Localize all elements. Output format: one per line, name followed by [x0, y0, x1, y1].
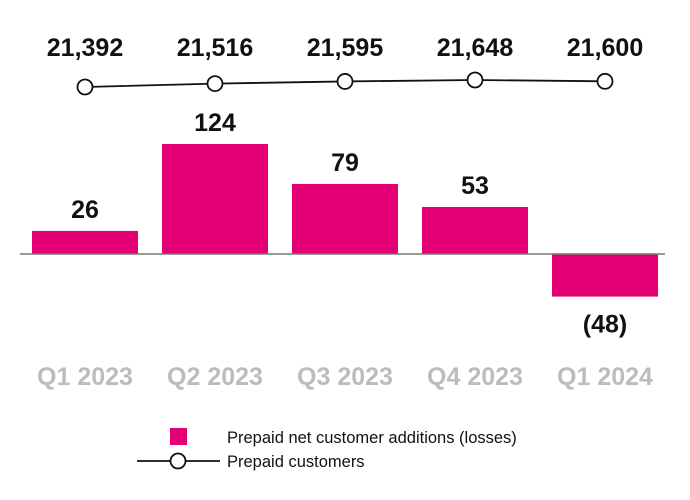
line-value-label-1: 21,516 [177, 34, 253, 62]
bar-value-label-3: 53 [461, 172, 489, 200]
bar-value-label-4: (48) [583, 311, 627, 339]
bar-value-label-2: 79 [331, 149, 359, 177]
line-value-label-2: 21,595 [307, 34, 384, 62]
bar-value-label-1: 124 [194, 109, 236, 137]
legend-line-label: Prepaid customers [227, 453, 365, 471]
bars-layer: 26 124 79 53 (48) [32, 109, 658, 339]
legend: Prepaid net customer additions (losses) … [137, 428, 517, 471]
bar-value-label-0: 26 [71, 196, 99, 224]
category-label-4: Q1 2024 [557, 363, 653, 391]
bar-3 [422, 206, 528, 254]
line-point-4 [596, 72, 614, 90]
line-value-label-0: 21,392 [47, 34, 123, 62]
line-point-2 [336, 73, 354, 90]
bar-2 [292, 183, 398, 254]
line-point-3 [466, 71, 484, 89]
category-label-2: Q3 2023 [297, 363, 393, 391]
legend-bar-label: Prepaid net customer additions (losses) [227, 429, 517, 447]
legend-line-marker [169, 452, 187, 470]
legend-bar-swatch [170, 428, 187, 445]
line-value-label-3: 21,648 [437, 34, 514, 62]
line-point-0 [76, 78, 94, 96]
line-value-label-4: 21,600 [567, 34, 643, 62]
category-label-0: Q1 2023 [37, 363, 133, 391]
line-layer: 21,392 21,516 21,595 21,648 21,600 [47, 34, 643, 96]
line-point-1 [206, 75, 224, 93]
category-label-3: Q4 2023 [427, 363, 523, 391]
bar-0 [32, 230, 138, 254]
category-label-1: Q2 2023 [167, 363, 263, 391]
bar-1 [162, 144, 268, 254]
category-labels: Q1 2023 Q2 2023 Q3 2023 Q4 2023 Q1 2024 [37, 363, 653, 391]
bar-4 [552, 254, 658, 297]
